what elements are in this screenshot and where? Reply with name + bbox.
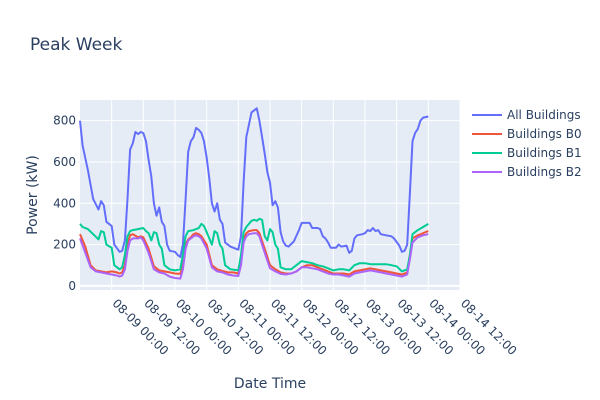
series-layer: [79, 107, 429, 280]
y-tick-label: 200: [53, 238, 76, 252]
series-line: [79, 232, 429, 280]
x-axis-title: Date Time: [234, 376, 306, 392]
legend: All Buildings Buildings B0 Buildings B1 Bui…: [472, 108, 582, 179]
y-tick-label: 400: [53, 196, 76, 210]
chart-title: Peak Week: [30, 35, 123, 55]
grid: [80, 100, 461, 290]
y-tick-labels: 0 200 400 600 800: [53, 114, 76, 293]
legend-label: All Buildings: [507, 108, 581, 122]
y-tick-label: 600: [53, 155, 76, 169]
legend-label: Buildings B0: [507, 127, 582, 141]
series-line: [79, 217, 429, 273]
series-line: [79, 107, 429, 258]
y-axis-title: Power (kW): [25, 155, 41, 235]
y-tick-label: 800: [53, 114, 76, 128]
legend-label: Buildings B2: [507, 165, 582, 179]
legend-label: Buildings B1: [507, 146, 582, 160]
y-tick-label: 0: [68, 279, 76, 293]
